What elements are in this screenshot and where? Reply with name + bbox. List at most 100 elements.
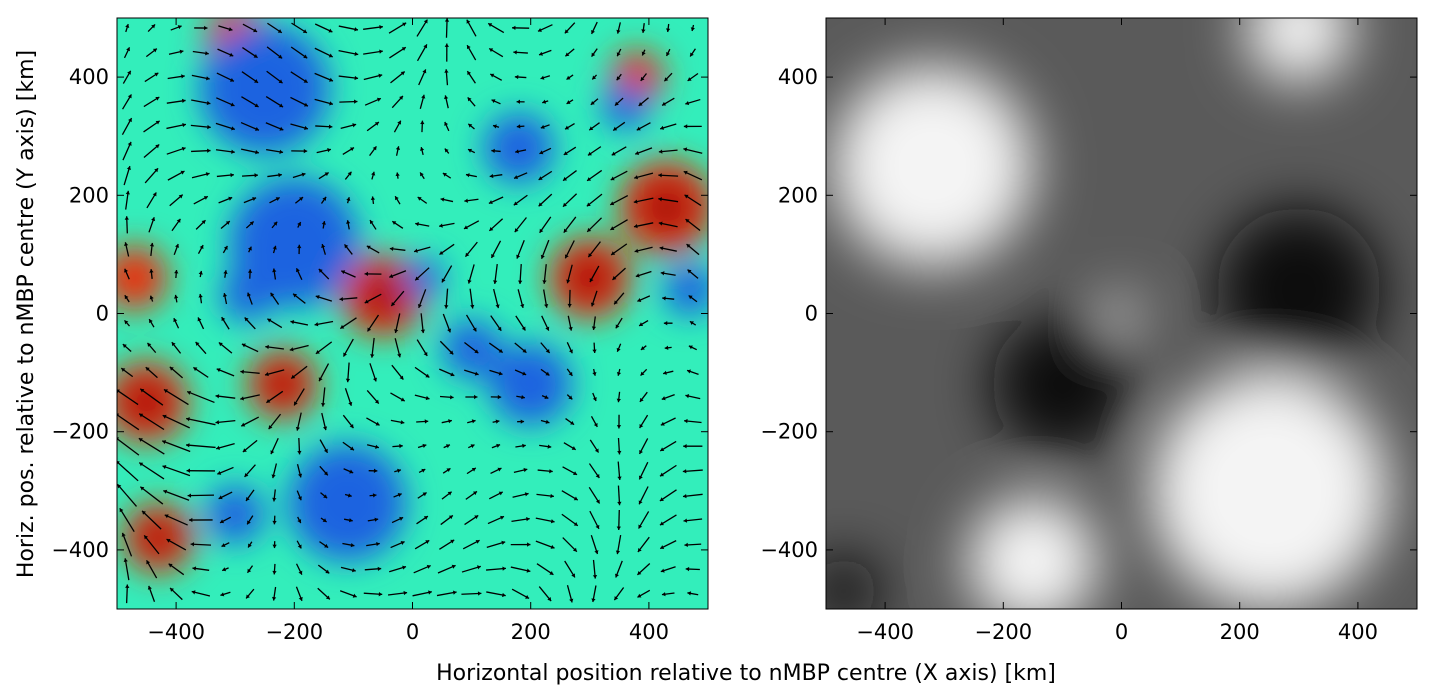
velocity-arrow xyxy=(416,19,428,37)
y-axis-label: Horiz. pos. relative to nMBP centre (Y a… xyxy=(14,50,39,578)
velocity-arrow xyxy=(394,338,402,358)
velocity-arrow xyxy=(245,588,255,599)
velocity-arrow xyxy=(162,414,190,429)
velocity-arrow xyxy=(637,295,651,302)
velocity-arrow xyxy=(162,465,191,477)
velocity-arrow xyxy=(393,120,402,133)
velocity-arrow xyxy=(660,271,676,276)
velocity-arrow xyxy=(266,390,284,404)
velocity-arrow xyxy=(516,395,525,400)
velocity-arrow xyxy=(339,99,358,104)
velocity-arrow xyxy=(518,264,523,284)
velocity-arrow xyxy=(339,317,357,330)
velocity-arrow xyxy=(240,394,260,401)
velocity-arrow xyxy=(660,417,676,426)
y-tick-label: 0 xyxy=(96,302,109,326)
velocity-arrow xyxy=(467,419,476,424)
velocity-arrow xyxy=(536,493,554,499)
velocity-arrow xyxy=(291,148,308,154)
velocity-arrow xyxy=(125,584,130,604)
velocity-arrow xyxy=(616,73,622,81)
velocity-arrow xyxy=(149,295,154,302)
velocity-arrow xyxy=(611,146,627,156)
velocity-arrow xyxy=(638,461,649,480)
velocity-arrow xyxy=(139,486,164,505)
velocity-arrow xyxy=(417,443,427,449)
velocity-arrow xyxy=(612,267,626,281)
velocity-arrow xyxy=(342,338,354,357)
velocity-arrow xyxy=(270,437,279,455)
velocity-arrow xyxy=(215,394,236,399)
velocity-arrow xyxy=(314,47,334,58)
velocity-arrow xyxy=(491,148,501,154)
velocity-arrow xyxy=(492,419,500,424)
left-heat-blob-core xyxy=(138,518,178,558)
velocity-arrows xyxy=(117,18,703,604)
velocity-arrow xyxy=(185,417,216,426)
velocity-arrow xyxy=(638,486,649,505)
velocity-arrow xyxy=(342,147,355,155)
velocity-arrow xyxy=(193,366,209,378)
velocity-arrow xyxy=(370,196,376,205)
velocity-arrow xyxy=(512,492,529,498)
velocity-arrow xyxy=(124,294,130,303)
velocity-arrow xyxy=(513,172,528,180)
velocity-arrow xyxy=(461,591,482,596)
velocity-arrow xyxy=(591,316,597,331)
right-heat-blob-dark xyxy=(826,555,880,609)
velocity-arrow xyxy=(492,124,500,129)
velocity-arrow xyxy=(364,293,382,304)
velocity-arrow xyxy=(146,560,158,579)
velocity-arrow xyxy=(342,414,354,429)
velocity-arrow xyxy=(439,368,455,377)
velocity-arrow xyxy=(638,97,649,107)
velocity-arrow xyxy=(221,542,230,548)
velocity-arrow xyxy=(339,296,358,302)
velocity-arrow xyxy=(245,221,255,229)
x-tick-label: 0 xyxy=(1115,620,1128,644)
velocity-arrow xyxy=(186,468,216,473)
velocity-arrow xyxy=(342,542,355,548)
velocity-arrow xyxy=(535,540,555,549)
velocity-arrow xyxy=(564,22,576,34)
velocity-arrow xyxy=(491,443,501,449)
velocity-arrow xyxy=(489,369,503,376)
velocity-arrow xyxy=(442,313,452,333)
velocity-arrow xyxy=(216,72,235,82)
velocity-arrow xyxy=(486,566,506,571)
velocity-arrow xyxy=(615,317,623,329)
velocity-arrow xyxy=(590,415,598,428)
velocity-arrow xyxy=(665,48,671,57)
x-tick-label: 400 xyxy=(1338,620,1378,644)
velocity-arrow xyxy=(562,466,578,476)
velocity-arrow xyxy=(166,122,187,130)
left-heat-blob-low xyxy=(483,112,555,184)
velocity-arrow xyxy=(338,75,359,81)
velocity-arrow xyxy=(540,342,551,354)
x-tick-label: −400 xyxy=(856,620,914,644)
velocity-arrow xyxy=(139,388,164,406)
velocity-arrow xyxy=(188,517,213,523)
velocity-arrow xyxy=(510,566,531,573)
velocity-arrow xyxy=(295,563,303,575)
velocity-arrow xyxy=(148,318,155,328)
velocity-arrow xyxy=(389,246,406,252)
x-tick-label: 200 xyxy=(1220,620,1260,644)
velocity-arrow xyxy=(540,419,550,424)
velocity-arrow xyxy=(514,342,527,354)
velocity-arrow xyxy=(289,344,309,352)
velocity-arrow xyxy=(663,72,673,82)
velocity-arrow xyxy=(536,563,554,576)
velocity-arrow xyxy=(686,243,700,256)
velocity-arrow xyxy=(420,313,426,334)
y-tick-label: 400 xyxy=(69,65,109,89)
velocity-arrow xyxy=(314,320,334,327)
velocity-arrow xyxy=(290,123,309,131)
velocity-arrow xyxy=(391,364,404,380)
velocity-arrow xyxy=(683,170,703,181)
velocity-arrow xyxy=(216,172,234,178)
velocity-arrow xyxy=(318,171,330,180)
velocity-arrow xyxy=(658,149,678,154)
velocity-arrow xyxy=(415,221,430,227)
velocity-arrow xyxy=(493,264,498,284)
